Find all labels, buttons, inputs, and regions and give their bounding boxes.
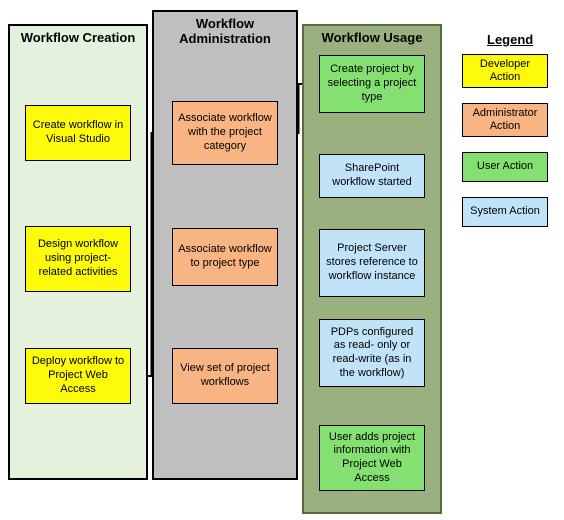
column-title: Workflow Administration bbox=[152, 12, 298, 48]
node-n2: Design workflow using project-related ac… bbox=[25, 226, 131, 292]
node-n4: Associate workflow with the project cate… bbox=[172, 101, 278, 165]
column-title: Workflow Creation bbox=[8, 26, 148, 47]
legend-title: Legend bbox=[487, 32, 533, 47]
legend-item-0: Developer Action bbox=[462, 54, 548, 88]
node-n8: SharePoint workflow started bbox=[319, 154, 425, 198]
node-label: User adds project information with Proje… bbox=[324, 431, 420, 486]
node-label: PDPs configured as read- only or read-wr… bbox=[324, 326, 420, 381]
column-title: Workflow Usage bbox=[302, 26, 442, 47]
node-label: Design workflow using project-related ac… bbox=[30, 238, 126, 279]
node-label: Create workflow in Visual Studio bbox=[30, 119, 126, 147]
legend-item-3: System Action bbox=[462, 197, 548, 227]
legend-item-2: User Action bbox=[462, 152, 548, 182]
node-label: SharePoint workflow started bbox=[324, 162, 420, 190]
node-label: View set of project workflows bbox=[177, 362, 273, 390]
node-label: Deploy workflow to Project Web Access bbox=[30, 355, 126, 396]
node-n11: User adds project information with Proje… bbox=[319, 425, 425, 491]
node-n9: Project Server stores reference to workf… bbox=[319, 229, 425, 297]
node-label: Create project by selecting a project ty… bbox=[324, 63, 420, 104]
node-label: Associate workflow with the project cate… bbox=[177, 112, 273, 153]
node-label: Associate workflow to project type bbox=[177, 243, 273, 271]
node-n7: Create project by selecting a project ty… bbox=[319, 55, 425, 113]
node-n6: View set of project workflows bbox=[172, 348, 278, 404]
node-n1: Create workflow in Visual Studio bbox=[25, 105, 131, 161]
node-n3: Deploy workflow to Project Web Access bbox=[25, 348, 131, 404]
node-label: Project Server stores reference to workf… bbox=[324, 242, 420, 283]
legend-item-1: Administrator Action bbox=[462, 103, 548, 137]
node-n5: Associate workflow to project type bbox=[172, 228, 278, 286]
node-n10: PDPs configured as read- only or read-wr… bbox=[319, 319, 425, 387]
